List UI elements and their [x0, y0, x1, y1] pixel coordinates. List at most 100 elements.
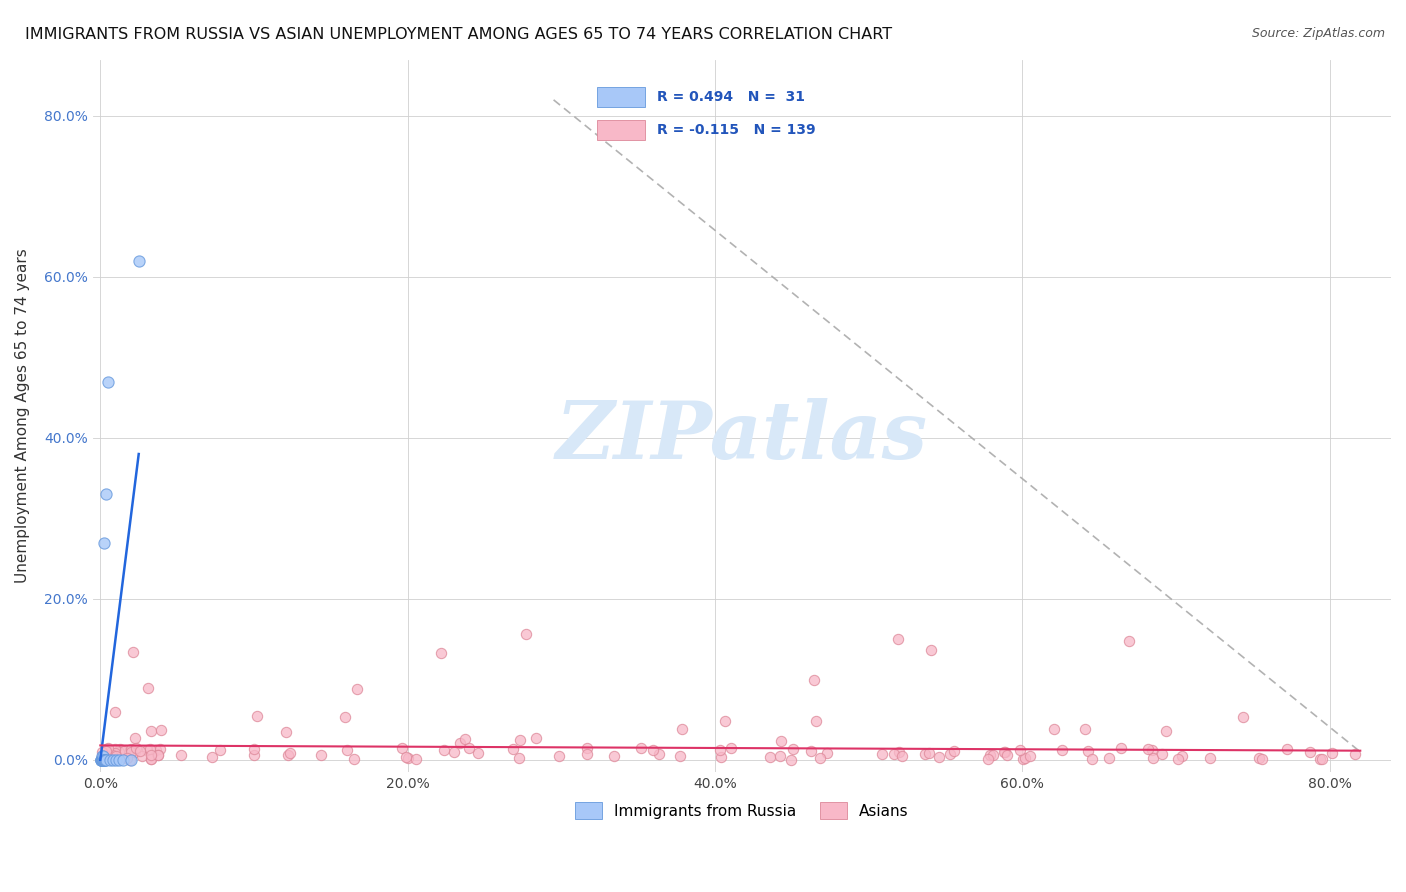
Point — [548, 748, 571, 763]
Point — [669, 749, 692, 764]
Point — [91, 753, 114, 767]
Point — [1344, 747, 1367, 761]
Point — [979, 747, 1001, 762]
Point — [918, 746, 941, 760]
Point — [443, 745, 465, 759]
Point — [96, 741, 118, 756]
Point — [103, 746, 125, 760]
Point — [96, 487, 118, 501]
Point — [90, 753, 112, 767]
Point — [449, 736, 471, 750]
Point — [346, 681, 368, 696]
Point — [782, 742, 804, 756]
Point — [720, 741, 742, 756]
Point — [120, 745, 142, 759]
Point — [1142, 743, 1164, 757]
Point — [928, 750, 950, 764]
Point — [342, 752, 364, 766]
Point — [91, 753, 114, 767]
Point — [108, 742, 131, 756]
Point — [139, 741, 162, 756]
Point — [1073, 722, 1095, 736]
Point — [124, 731, 146, 746]
Point — [1043, 722, 1066, 736]
Point — [995, 747, 1018, 762]
Point — [800, 744, 823, 758]
Point — [93, 753, 115, 767]
Point — [870, 747, 893, 761]
Point — [526, 731, 548, 745]
Point — [648, 747, 671, 762]
Point — [139, 752, 162, 766]
Point — [128, 253, 150, 268]
Y-axis label: Unemployment Among Ages 65 to 74 years: Unemployment Among Ages 65 to 74 years — [15, 248, 30, 583]
Point — [939, 747, 962, 762]
Point — [93, 753, 115, 767]
Point — [97, 375, 120, 389]
Point — [1008, 743, 1031, 757]
Point — [91, 753, 114, 767]
Point — [1310, 752, 1333, 766]
Point — [101, 753, 124, 767]
Point — [405, 752, 427, 766]
Point — [714, 714, 737, 728]
Point — [93, 535, 115, 549]
Point — [146, 747, 169, 762]
Point — [1299, 745, 1322, 759]
Point — [245, 708, 267, 723]
Point — [91, 749, 114, 764]
Point — [107, 753, 129, 767]
Point — [91, 746, 114, 760]
Point — [1052, 742, 1074, 756]
Point — [1199, 751, 1222, 765]
Point — [883, 747, 905, 762]
Point — [93, 748, 115, 763]
Point — [1277, 741, 1299, 756]
Point — [91, 753, 114, 767]
Point — [98, 753, 121, 767]
Point — [977, 752, 1000, 766]
Point — [1320, 747, 1343, 761]
Point — [94, 753, 117, 767]
Point — [502, 742, 524, 756]
Point — [336, 742, 359, 756]
Point — [141, 723, 163, 738]
Point — [90, 753, 112, 767]
Point — [575, 741, 598, 756]
Point — [139, 752, 162, 766]
Point — [630, 741, 652, 756]
Point — [149, 741, 172, 756]
Point — [1154, 723, 1177, 738]
Point — [603, 748, 626, 763]
Point — [150, 723, 173, 738]
Point — [243, 747, 266, 762]
Point — [120, 753, 142, 767]
Point — [335, 709, 357, 723]
Point — [122, 645, 145, 659]
Point — [120, 753, 142, 767]
Point — [891, 749, 914, 764]
Point — [815, 746, 838, 760]
Point — [981, 747, 1004, 762]
Point — [886, 632, 908, 647]
Point — [803, 673, 825, 687]
Point — [136, 681, 159, 695]
Point — [1167, 752, 1189, 766]
Point — [396, 751, 419, 765]
Point — [91, 753, 114, 767]
Point — [108, 745, 131, 759]
Point — [100, 746, 122, 760]
Point — [129, 744, 152, 758]
Point — [993, 745, 1015, 759]
Point — [90, 753, 112, 767]
Point — [94, 753, 117, 767]
Point — [453, 731, 475, 746]
Point — [146, 748, 169, 763]
Point — [201, 750, 224, 764]
Point — [914, 747, 936, 761]
Point — [104, 753, 127, 767]
Point — [671, 722, 693, 736]
Point — [93, 751, 115, 765]
Point — [391, 741, 413, 756]
Point — [96, 745, 118, 759]
